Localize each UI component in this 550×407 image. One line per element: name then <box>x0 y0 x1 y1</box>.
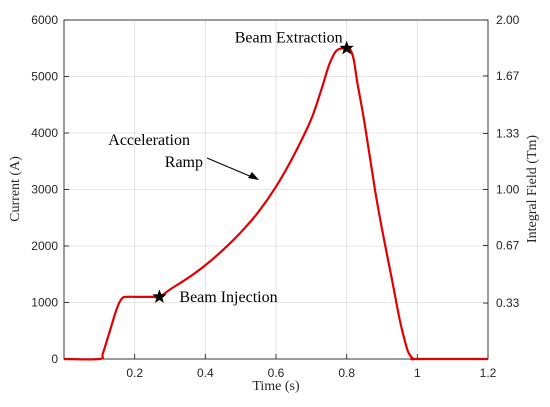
beam-injection-label: Beam Injection <box>179 289 277 306</box>
x-tick-label: 0.6 <box>268 366 285 380</box>
acceleration-ramp-arrow-head-icon <box>248 172 259 180</box>
y2-tick-label: 1.33 <box>496 127 520 141</box>
series-layer <box>63 46 488 361</box>
x-tick-label: 0.8 <box>338 366 355 380</box>
y2-tick-label: 1.00 <box>496 183 520 197</box>
y2-tick-label: 0.33 <box>496 296 520 310</box>
grid <box>64 20 488 359</box>
y-tick-label: 2000 <box>31 239 58 253</box>
acceleration-ramp-label-line1: Acceleration <box>108 132 190 149</box>
y2-tick-label: 1.67 <box>496 69 520 83</box>
y-tick-label: 6000 <box>31 13 58 27</box>
y2-axis-label: Integral Field (Tm) <box>525 135 540 243</box>
y-tick-label: 5000 <box>31 70 58 84</box>
y-tick-label: 4000 <box>31 126 58 140</box>
x-tick-label: 1.2 <box>480 366 497 380</box>
ticks: 0.2 0.4 0.6 0.8 1 1.2 0 1000 2000 3000 4000 5000 600… <box>31 13 519 380</box>
current-series-line <box>63 46 488 361</box>
acceleration-ramp-arrow-line <box>206 157 253 178</box>
y2-tick-label: 2.00 <box>496 13 520 27</box>
acceleration-ramp-label-line2: Ramp <box>165 154 203 171</box>
beam-extraction-star-icon <box>339 40 354 55</box>
y-axis-label: Current (A) <box>8 156 23 222</box>
x-axis-label: Time (s) <box>252 379 300 394</box>
beam-extraction-label: Beam Extraction <box>235 29 343 46</box>
x-tick-label: 0.2 <box>126 366 143 380</box>
x-tick-label: 0.4 <box>197 366 214 380</box>
y-tick-label: 0 <box>51 352 58 366</box>
y2-tick-label: 0.67 <box>496 238 520 252</box>
y-tick-label: 3000 <box>31 183 58 197</box>
x-tick-label: 1 <box>414 366 421 380</box>
annotations: Beam Injection Beam Extraction Acceleratio… <box>108 29 354 306</box>
y-tick-label: 1000 <box>31 296 58 310</box>
beam-injection-star-icon <box>152 289 167 303</box>
